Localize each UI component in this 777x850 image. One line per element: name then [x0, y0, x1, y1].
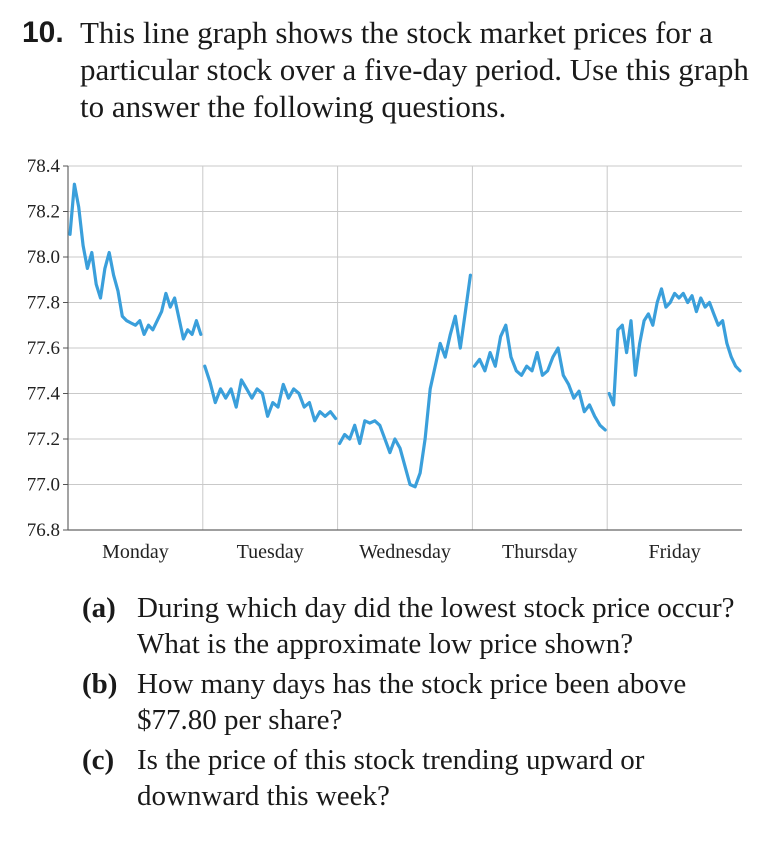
question-text: Is the price of this stock trending upwa…: [137, 744, 645, 812]
y-tick-label: 77.8: [27, 293, 60, 314]
question-text: During which day did the lowest stock pr…: [137, 592, 735, 660]
question-b: (b) How many days has the stock price be…: [82, 666, 752, 738]
question-label: (a): [82, 592, 116, 624]
chart-grid: [67, 165, 742, 531]
x-tick-label: Wednesday: [359, 541, 451, 563]
y-tick-label: 78.0: [27, 247, 60, 268]
y-tick-label: 76.8: [27, 520, 60, 541]
question-label: (c): [82, 744, 115, 776]
series-line-monday: [68, 182, 203, 341]
y-tick-label: 77.2: [27, 429, 60, 450]
problem-text: This line graph shows the stock market p…: [80, 15, 749, 124]
x-tick-label: Thursday: [502, 541, 578, 563]
problem-statement: 10. This line graph shows the stock mark…: [22, 14, 762, 125]
question-c: (c) Is the price of this stock trending …: [82, 742, 752, 814]
price-line: [68, 182, 742, 489]
series-line-tuesday: [203, 364, 338, 423]
y-tick-label: 77.4: [27, 384, 61, 405]
series-line-wednesday: [338, 273, 472, 489]
stock-price-line-chart: 78.4 78.2 78.0 77.8 77.6 77.4 77.2 77.0 76.8 Mon…: [27, 156, 742, 563]
series-line-thursday: [472, 323, 607, 432]
x-axis-ticks: Monday Tuesday Wednesday Thursday Friday: [102, 541, 701, 563]
x-tick-label: Tuesday: [237, 541, 304, 563]
y-tick-label: 78.4: [27, 156, 61, 177]
question-text: How many days has the stock price been a…: [137, 668, 687, 736]
y-axis-ticks: 78.4 78.2 78.0 77.8 77.6 77.4 77.2 77.0 76.8: [27, 156, 68, 541]
questions-list: (a) During which day did the lowest stoc…: [82, 590, 752, 818]
x-tick-label: Friday: [648, 541, 700, 563]
question-a: (a) During which day did the lowest stoc…: [82, 590, 752, 662]
y-tick-label: 77.0: [27, 475, 60, 496]
problem-number: 10.: [22, 16, 64, 49]
y-tick-label: 78.2: [27, 202, 60, 223]
y-tick-label: 77.6: [27, 338, 60, 359]
x-tick-label: Monday: [102, 541, 169, 563]
question-label: (b): [82, 668, 118, 700]
series-line-friday: [607, 287, 742, 407]
